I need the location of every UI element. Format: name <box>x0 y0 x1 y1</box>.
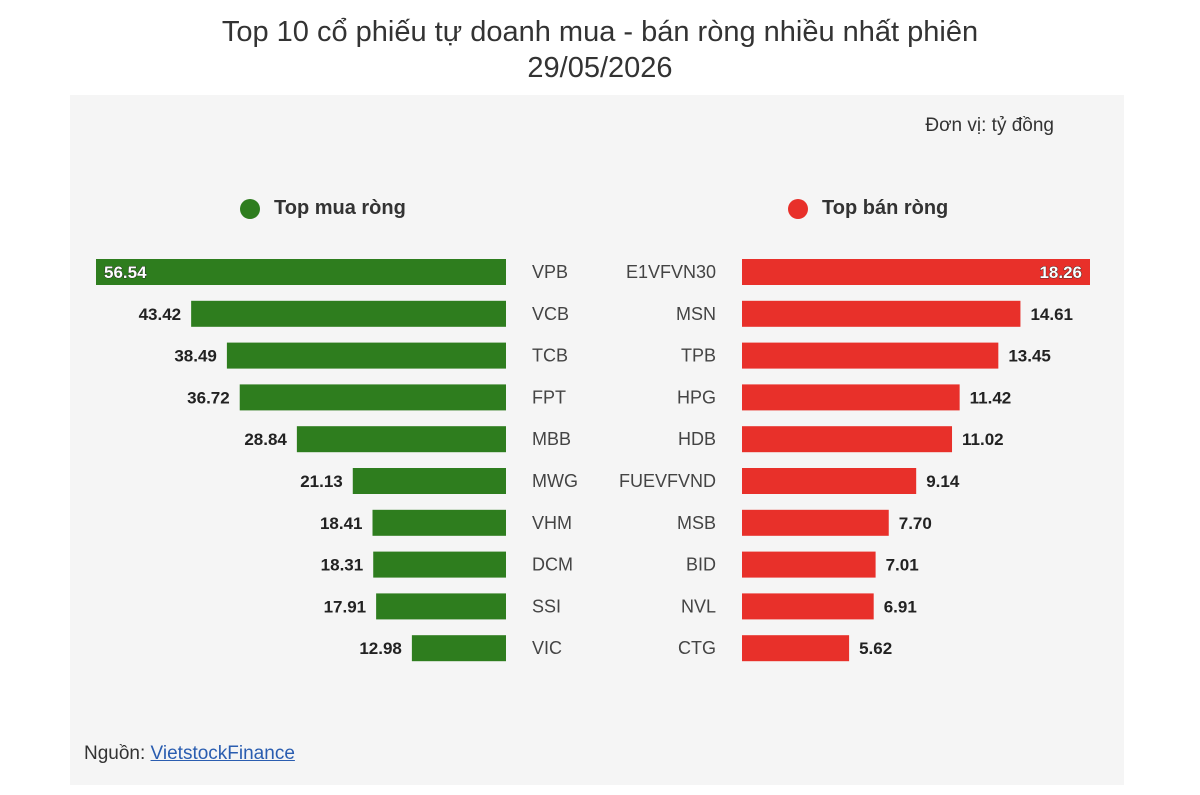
sell-value-label: 11.42 <box>970 388 1012 407</box>
buy-category-label: VIC <box>532 638 562 658</box>
buy-category-label: VCB <box>532 304 569 324</box>
sell-value-label: 14.61 <box>1030 305 1073 324</box>
sell-category-label: MSN <box>676 304 716 324</box>
buy-bar-vic <box>411 635 506 662</box>
legend-sell-dot-icon <box>788 198 808 219</box>
buy-value-label: 56.54 <box>104 263 147 282</box>
buy-bar-tcb <box>226 342 506 369</box>
sell-category-label: NVL <box>681 596 716 616</box>
sell-value-label: 18.26 <box>1039 263 1082 282</box>
sell-bar-tpb <box>742 342 999 369</box>
sell-value-label: 11.02 <box>962 430 1004 449</box>
sell-category-label: CTG <box>678 638 716 658</box>
chart-title: Top 10 cổ phiếu tự doanh mua - bán ròng … <box>221 16 979 48</box>
buy-bar-ssi <box>376 593 506 620</box>
source-link[interactable]: VietstockFinance <box>150 743 295 764</box>
buy-category-label: MWG <box>532 471 578 491</box>
buy-value-label: 43.42 <box>139 305 182 324</box>
sell-bar-fuevfvnd <box>742 468 917 494</box>
buy-value-label: 12.98 <box>359 639 402 658</box>
buy-value-label: 21.13 <box>300 472 343 491</box>
source-label: Nguồn: <box>84 743 151 764</box>
buy-category-label: FPT <box>532 387 566 407</box>
buy-bar-dcm <box>373 551 506 578</box>
legend-sell-label: Top bán ròng <box>822 197 949 219</box>
buy-bar-mwg <box>352 468 506 494</box>
sell-category-label: E1VFVN30 <box>626 262 716 282</box>
buy-bar-vpb <box>96 259 506 285</box>
buy-value-label: 18.41 <box>320 514 363 533</box>
unit-label: Đơn vị: tỷ đồng <box>925 115 1054 136</box>
buy-category-label: MBB <box>532 429 571 449</box>
buy-bar-mbb <box>296 426 506 453</box>
buy-category-label: VHM <box>532 513 572 533</box>
buy-bar-vhm <box>372 509 506 536</box>
legend-buy-dot-icon <box>240 198 260 219</box>
legend-sell: Top bán ròng <box>788 197 948 220</box>
sell-value-label: 7.01 <box>886 556 919 575</box>
buy-category-label: DCM <box>532 555 573 575</box>
sell-category-label: HPG <box>677 387 716 407</box>
buy-bar-vcb <box>191 300 507 327</box>
buy-category-label: SSI <box>532 596 561 616</box>
sell-category-label: MSB <box>677 513 716 533</box>
sell-value-label: 6.91 <box>884 597 917 616</box>
buy-bar-fpt <box>239 384 506 411</box>
buy-value-label: 17.91 <box>324 597 367 616</box>
sell-value-label: 5.62 <box>859 639 892 658</box>
sell-category-label: HDB <box>678 429 716 449</box>
sell-bar-hdb <box>742 426 953 453</box>
sell-value-label: 13.45 <box>1008 347 1051 366</box>
sell-bar-ctg <box>742 635 850 662</box>
legend-buy: Top mua ròng <box>240 197 406 220</box>
sell-bar-e1vfvn30 <box>742 259 1090 285</box>
chart-subtitle-date: 29/05/2026 <box>527 52 673 84</box>
sell-bar-msn <box>742 300 1021 327</box>
source-note: Nguồn: VietstockFinance <box>84 743 295 765</box>
sell-bar-nvl <box>742 593 874 620</box>
sell-category-label: TPB <box>681 346 716 366</box>
buy-value-label: 28.84 <box>244 430 287 449</box>
buy-category-label: TCB <box>532 346 568 366</box>
buy-category-label: VPB <box>532 262 568 282</box>
sell-category-label: BID <box>686 555 716 575</box>
sell-bar-hpg <box>742 384 960 411</box>
buy-value-label: 18.31 <box>321 556 364 575</box>
buy-value-label: 36.72 <box>187 388 230 407</box>
sell-bar-msb <box>742 509 889 536</box>
sell-bar-bid <box>742 551 876 578</box>
sell-value-label: 7.70 <box>899 514 932 533</box>
sell-value-label: 9.14 <box>926 472 960 491</box>
sell-category-label: FUEVFVND <box>619 471 716 491</box>
buy-value-label: 38.49 <box>174 347 217 366</box>
legend-buy-label: Top mua ròng <box>274 197 406 219</box>
